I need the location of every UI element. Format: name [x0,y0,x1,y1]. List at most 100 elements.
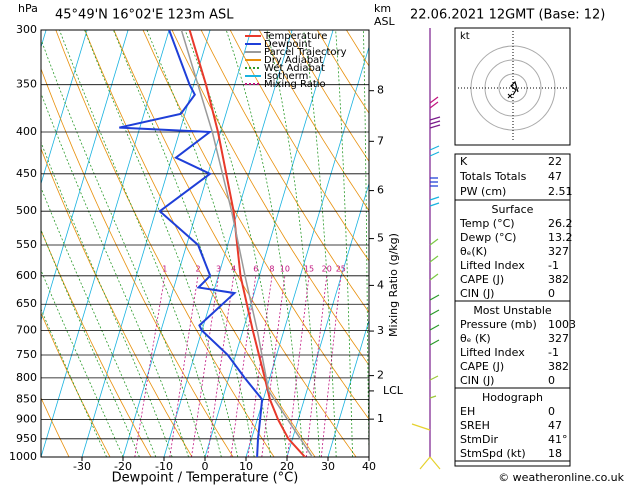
x-tick-label: 20 [280,460,294,473]
dry-adiabat [41,396,70,457]
y2-axis-label: Mixing Ratio (g/kg) [387,233,400,337]
dry-adiabat [229,30,369,262]
row-label: StmSpd (kt) [460,447,526,460]
y-tick-label: 1000 [9,450,37,463]
mixing-ratio-label: 4 [231,264,236,273]
dry-adiabat [608,30,629,457]
row-value: 327 [548,245,569,258]
barb [429,196,440,207]
profile-line [188,30,306,457]
row-label: EH [460,405,475,418]
row-label: CAPE (J) [460,273,504,286]
barb [430,177,438,187]
barb [411,423,441,470]
x-tick-label: -10 [155,460,173,473]
legend-label: Mixing Ratio [264,79,326,90]
wet-adiabat [184,30,288,457]
dry-adiabat [200,30,369,314]
mixing-ratio-label: 25 [336,264,346,273]
mixing-ratio-label: 20 [322,264,332,273]
chart-title: 45°49'N 16°02'E 123m ASL [55,8,234,23]
y-tick-label: 500 [16,204,37,217]
y-tick-label: 950 [16,432,37,445]
profile-line [119,30,264,457]
isotherm [204,30,334,457]
km-unit-2: ASL [374,15,396,28]
row-label: Temp (°C) [459,217,515,230]
row-label: Lifted Index [460,346,525,359]
storm-motion [507,93,513,99]
y-tick-label: 850 [16,392,37,405]
mixing-ratio-label: 8 [269,264,274,273]
y-tick-label: 300 [16,23,37,36]
indices-panel: K 22 Totals Totals 47 PW (cm) 2.51 SurfaceTemp… [454,153,576,467]
dry-adiabat [41,67,234,457]
legend-label: Isotherm [264,71,308,82]
row-value: 0 [548,405,555,418]
dry-adiabat [258,30,369,212]
row-value: 18 [548,447,562,460]
legend-label: Parcel Trajectory [264,47,347,58]
row-label: CIN (J) [460,287,494,300]
row-value: -1 [548,259,559,272]
section-title: Hodograph [482,391,543,404]
y-tick-label: 400 [16,125,37,138]
barb [429,145,440,157]
dry-adiabat [579,30,629,457]
isotherm [0,30,5,457]
isotherm [81,30,211,457]
index-label: K [460,155,468,168]
wet-adiabat [41,308,107,457]
mixing-ratio-label: 15 [304,264,314,273]
mixing-ratio-label: 2 [195,264,200,273]
y-tick-label: 650 [16,297,37,310]
mixing-ratio-line [261,275,286,457]
mixing-ratio-line [207,275,235,457]
row-value: 1003 [548,318,576,331]
wet-adiabat [41,38,206,457]
row-label: SREH [460,419,490,432]
y-tick-label: 550 [16,238,37,251]
isotherm [41,30,88,186]
row-label: CAPE (J) [460,360,504,373]
mixing-ratio-label: 10 [280,264,290,273]
row-value: 41° [548,433,568,446]
row-value: 13.2 [548,231,573,244]
km-tick-label: 5 [377,232,384,245]
row-value: 26.2 [548,217,573,230]
index-label: PW (cm) [460,185,506,198]
pressure-unit: hPa [18,2,38,15]
row-label: StmDir [460,433,499,446]
row-label: Pressure (mb) [460,318,537,331]
isotherm [327,318,369,457]
isotherm [163,30,293,457]
km-tick-label: 7 [377,134,384,147]
row-value: 0 [548,374,555,387]
mixing-ratio-line [230,275,257,457]
hodograph: kt [454,27,571,146]
km-tick-label: 8 [377,84,384,97]
mixing-ratio-line [247,275,273,457]
km-tick-label: 2 [377,369,384,382]
row-value: 0 [548,287,555,300]
index-value: 22 [548,155,562,168]
km-tick-label: 6 [377,184,384,197]
y-tick-label: 800 [16,371,37,384]
km-tick-label: 4 [377,278,384,291]
legend-label: Dry Adiabat [264,55,323,66]
isotherm [41,30,170,457]
footer: © weatheronline.co.uk [498,471,624,484]
barb [429,116,441,129]
hodograph-frame [454,27,571,146]
mixing-ratio-line [287,275,310,457]
section-title: Surface [492,203,534,216]
wet-adiabat [266,30,321,457]
x-tick-label: 40 [362,460,376,473]
hodograph-trace [510,80,519,96]
wet-adiabat [146,30,271,457]
x-tick-label: 10 [239,460,253,473]
index-value: 2.51 [548,185,573,198]
wind-barbs [411,28,441,470]
row-label: θₑ (K) [460,332,491,345]
